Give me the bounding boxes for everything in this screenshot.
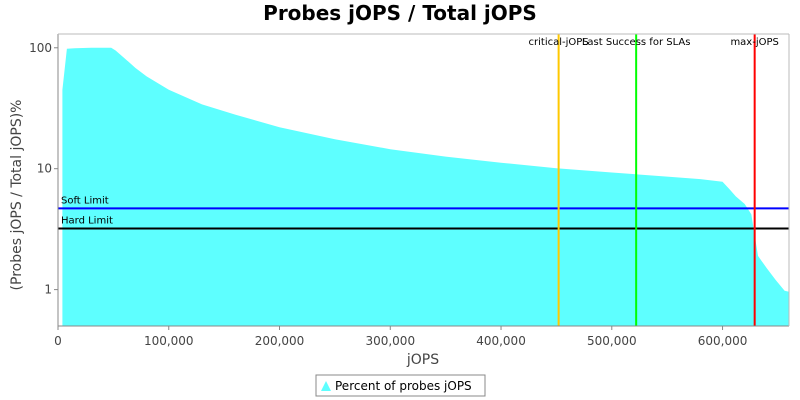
x-tick-label-1: 100,000 <box>144 334 194 348</box>
limit-label-1: Hard Limit <box>61 216 113 227</box>
limit-layer: Soft Limit Hard Limit <box>58 195 789 230</box>
x-tick-label-5: 500,000 <box>587 334 637 348</box>
marker-label-1: Last Success for SLAs <box>582 37 691 48</box>
marker-label-0: critical-jOPS <box>529 37 589 48</box>
x-tick-label-2: 200,000 <box>255 334 305 348</box>
legend: Percent of probes jOPS <box>315 374 486 397</box>
y-tick-label-1: 10 <box>37 162 52 176</box>
chart-title: Probes jOPS / Total jOPS <box>263 1 537 25</box>
x-tick-label-4: 400,000 <box>476 334 526 348</box>
legend-swatch-icon <box>321 381 331 391</box>
legend-entry-label: Percent of probes jOPS <box>335 379 472 393</box>
limit-label-0: Soft Limit <box>61 195 109 206</box>
area-layer <box>62 47 789 327</box>
x-axis-label: jOPS <box>406 352 439 368</box>
x-tick-label-0: 0 <box>54 334 62 348</box>
area-series-0 <box>62 47 789 327</box>
y-tick-label-2: 100 <box>29 41 52 55</box>
axes <box>57 33 790 327</box>
y-axis-label: (Probes jOPS / Total jOPS)% <box>9 100 25 291</box>
marker-label-2: max-jOPS <box>730 37 778 48</box>
x-tick-label-6: 600,000 <box>698 334 748 348</box>
x-tick-label-3: 300,000 <box>365 334 415 348</box>
y-ticks: 1 10 100 <box>29 41 58 297</box>
legend-box <box>315 374 486 397</box>
y-tick-label-0: 1 <box>44 283 52 297</box>
x-ticks: 0 100,000 200,000 300,000 400,000 500,000 600,… <box>54 326 747 348</box>
